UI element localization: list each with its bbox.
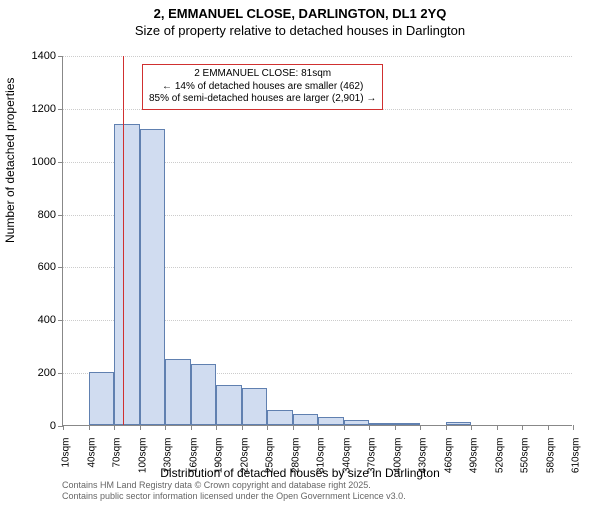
y-tick-label: 1000 [16, 156, 56, 168]
y-tick-label: 600 [16, 261, 56, 273]
annotation-line2: ← 14% of detached houses are smaller (46… [149, 81, 376, 94]
y-tick [58, 267, 63, 268]
x-axis-label: Distribution of detached houses by size … [0, 466, 600, 480]
annotation-line3: 85% of semi-detached houses are larger (… [149, 93, 376, 106]
histogram-bar [89, 372, 115, 425]
x-tick-label: 610sqm [571, 438, 582, 488]
histogram-bar [395, 423, 421, 425]
y-tick [58, 320, 63, 321]
x-tick [242, 425, 243, 430]
footer-line1: Contains HM Land Registry data © Crown c… [62, 480, 406, 491]
page-title: 2, EMMANUEL CLOSE, DARLINGTON, DL1 2YQ [0, 6, 600, 21]
histogram-chart: 020040060080010001200140010sqm40sqm70sqm… [62, 56, 572, 426]
y-tick-label: 400 [16, 314, 56, 326]
histogram-bar [140, 129, 166, 425]
annotation-box: 2 EMMANUEL CLOSE: 81sqm ← 14% of detache… [142, 64, 383, 110]
plot-area: 020040060080010001200140010sqm40sqm70sqm… [62, 56, 572, 426]
page-subtitle: Size of property relative to detached ho… [0, 23, 600, 38]
x-tick [140, 425, 141, 430]
y-tick [58, 56, 63, 57]
y-axis-label: Number of detached properties [3, 78, 17, 243]
x-tick [216, 425, 217, 430]
y-tick-label: 200 [16, 367, 56, 379]
x-tick [267, 425, 268, 430]
x-tick [548, 425, 549, 430]
histogram-bar [318, 417, 344, 425]
histogram-bar [344, 420, 370, 425]
x-tick-label: 430sqm [418, 438, 429, 488]
histogram-bar [191, 364, 217, 425]
x-tick [89, 425, 90, 430]
x-tick [114, 425, 115, 430]
x-tick [191, 425, 192, 430]
histogram-bar [446, 422, 472, 425]
x-tick [446, 425, 447, 430]
y-tick [58, 373, 63, 374]
histogram-bar [114, 124, 140, 425]
y-tick [58, 215, 63, 216]
x-tick-label: 490sqm [469, 438, 480, 488]
x-tick [293, 425, 294, 430]
histogram-bar [369, 423, 395, 425]
footer-attribution: Contains HM Land Registry data © Crown c… [62, 480, 406, 502]
histogram-bar [216, 385, 242, 425]
annotation-line1: 2 EMMANUEL CLOSE: 81sqm [149, 68, 376, 81]
x-tick [369, 425, 370, 430]
x-tick [522, 425, 523, 430]
x-tick [318, 425, 319, 430]
x-tick-label: 460sqm [443, 438, 454, 488]
x-tick [471, 425, 472, 430]
y-tick-label: 800 [16, 209, 56, 221]
histogram-bar [293, 414, 319, 425]
footer-line2: Contains public sector information licen… [62, 491, 406, 502]
y-gridline [63, 56, 572, 57]
x-tick [497, 425, 498, 430]
x-tick [63, 425, 64, 430]
x-tick [573, 425, 574, 430]
histogram-bar [242, 388, 268, 425]
y-tick-label: 1200 [16, 103, 56, 115]
y-tick [58, 109, 63, 110]
y-tick-label: 1400 [16, 50, 56, 62]
property-marker-line [123, 56, 124, 425]
x-tick [420, 425, 421, 430]
x-tick-label: 520sqm [494, 438, 505, 488]
y-tick-label: 0 [16, 420, 56, 432]
x-tick-label: 580sqm [545, 438, 556, 488]
x-tick [395, 425, 396, 430]
x-tick-label: 550sqm [520, 438, 531, 488]
x-tick [165, 425, 166, 430]
x-tick [344, 425, 345, 430]
histogram-bar [267, 410, 293, 425]
y-tick [58, 162, 63, 163]
histogram-bar [165, 359, 191, 425]
